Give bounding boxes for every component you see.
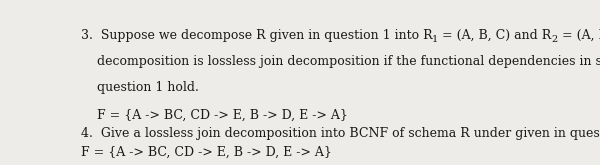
Text: 4.  Give a lossless join decomposition into BCNF of schema R under given in ques: 4. Give a lossless join decomposition in… [80,127,600,140]
Text: = (A, D, E) show that this: = (A, D, E) show that this [558,29,600,42]
Text: 2: 2 [552,35,558,44]
Text: 3.  Suppose we decompose R given in question 1 into R: 3. Suppose we decompose R given in quest… [80,29,432,42]
Text: = (A, B, C) and R: = (A, B, C) and R [439,29,552,42]
Text: 1: 1 [432,35,439,44]
Text: F = {A -> BC, CD -> E, B -> D, E -> A}: F = {A -> BC, CD -> E, B -> D, E -> A} [97,109,348,122]
Text: F = {A -> BC, CD -> E, B -> D, E -> A}: F = {A -> BC, CD -> E, B -> D, E -> A} [80,146,331,159]
Text: question 1 hold.: question 1 hold. [97,81,199,94]
Text: decomposition is lossless join decomposition if the functional dependencies in s: decomposition is lossless join decomposi… [97,55,600,68]
